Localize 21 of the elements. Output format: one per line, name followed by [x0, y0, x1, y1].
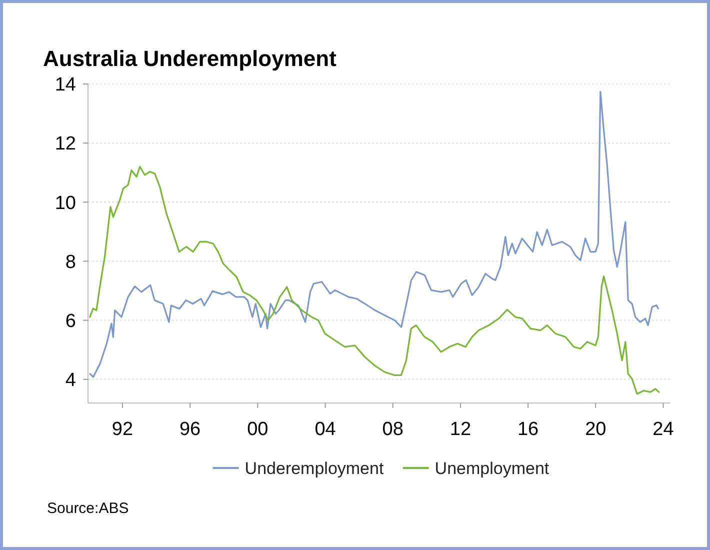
y-tick-label: 10 [54, 192, 76, 214]
y-tick-label: 4 [65, 370, 76, 392]
x-tick-label: 24 [652, 419, 674, 440]
x-tick-label: 04 [314, 419, 336, 440]
x-tick-label: 16 [517, 419, 539, 440]
y-tick-label: 6 [65, 310, 76, 332]
y-tick-label: 12 [54, 134, 76, 155]
legend-label: Unemployment [434, 458, 550, 478]
x-tick-label: 12 [450, 419, 472, 440]
x-tick-label: 96 [180, 419, 201, 440]
x-tick-label: 92 [112, 419, 134, 440]
y-tick-label: 14 [54, 74, 76, 96]
chart-title: Australia Underemployment [43, 46, 338, 71]
line-series [89, 90, 659, 378]
x-tick-label: 20 [585, 419, 606, 440]
source-note: Source:ABS [47, 500, 129, 517]
legend-label: Underemployment [244, 458, 384, 478]
x-tick-label: 08 [382, 419, 404, 440]
x-tick-label: 00 [247, 419, 268, 440]
line-series [89, 166, 660, 395]
y-tick-label: 8 [65, 252, 76, 273]
